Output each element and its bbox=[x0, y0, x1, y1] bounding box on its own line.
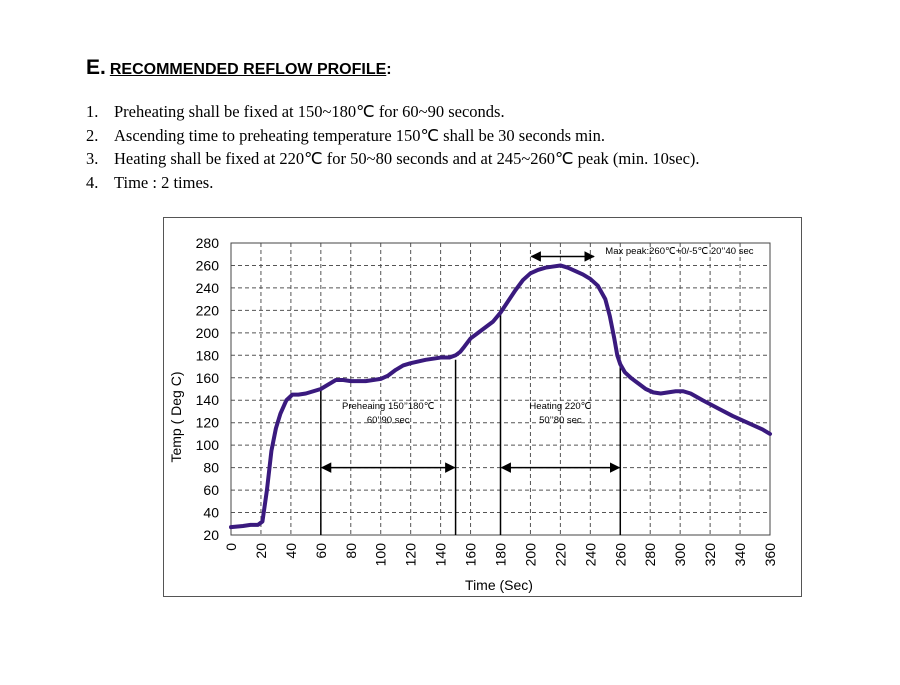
arrow-layer bbox=[320, 251, 621, 473]
x-tick-label: 220 bbox=[552, 543, 568, 567]
x-tick-label: 160 bbox=[463, 543, 479, 567]
section-heading: E. RECOMMENDED REFLOW PROFILE: bbox=[86, 56, 392, 80]
section-colon: : bbox=[386, 61, 392, 78]
x-tick-label: 80 bbox=[343, 543, 359, 559]
annotation-text: Heating 220℃ bbox=[529, 401, 591, 412]
x-tick-label: 300 bbox=[672, 543, 688, 567]
annotation-text: Preheaing 150’’180℃ bbox=[342, 401, 435, 412]
chart-frame: 20 40 60 80 100 120 140 160 180 200 220 240 260 280 0 2… bbox=[163, 217, 802, 597]
requirement-item: 4. Time : 2 times. bbox=[86, 171, 700, 195]
marker-layer bbox=[320, 312, 622, 535]
requirement-item: 2. Ascending time to preheating temperatu… bbox=[86, 124, 700, 148]
annotation-text: 60’’90 sec bbox=[367, 415, 410, 426]
x-tick-label: 180 bbox=[493, 543, 509, 567]
requirement-number: 3. bbox=[86, 149, 99, 168]
series-layer bbox=[229, 263, 772, 530]
section-title: RECOMMENDED REFLOW PROFILE bbox=[109, 61, 387, 78]
requirement-number: 1. bbox=[86, 102, 99, 121]
annotation-text: Max peak:260℃+0/-5℃ 20’’40 sec bbox=[605, 246, 753, 257]
x-tick-label: 280 bbox=[642, 543, 658, 567]
requirement-text: Heating shall be fixed at 220℃ for 50~80… bbox=[114, 149, 700, 168]
x-tick-label: 360 bbox=[762, 543, 778, 567]
y-tick-label: 80 bbox=[203, 460, 219, 476]
requirement-text: Ascending time to preheating temperature… bbox=[114, 125, 605, 145]
x-tick-label: 100 bbox=[373, 543, 389, 567]
annotation-text: 50’’80 sec bbox=[539, 415, 582, 426]
y-tick-label: 140 bbox=[196, 392, 220, 408]
x-tick-label: 340 bbox=[732, 543, 748, 567]
requirement-text: Time : 2 times. bbox=[114, 172, 214, 192]
x-axis-label: Time (Sec) bbox=[465, 577, 533, 593]
y-tick-label: 120 bbox=[196, 415, 220, 431]
x-tick-label: 0 bbox=[223, 543, 239, 551]
annotation-layer: Preheaing 150’’180℃ 60’’90 sec Heating 220… bbox=[342, 246, 754, 426]
y-tick-label: 280 bbox=[196, 235, 220, 251]
x-tick-label: 60 bbox=[313, 543, 329, 559]
y-tick-label: 240 bbox=[196, 280, 220, 296]
x-tick-label: 320 bbox=[702, 543, 718, 567]
y-tick-label: 180 bbox=[196, 347, 220, 363]
requirement-text: Preheating shall be fixed at 150~180℃ fo… bbox=[114, 102, 505, 121]
requirement-number: 4. bbox=[86, 172, 99, 192]
y-tick-label: 220 bbox=[196, 302, 220, 318]
x-tick-label: 260 bbox=[612, 543, 628, 567]
y-axis-label: Temp ( Deg C) bbox=[168, 371, 184, 462]
x-tick-label: 240 bbox=[582, 543, 598, 567]
x-tick-label: 200 bbox=[522, 543, 538, 567]
section-letter: E. bbox=[86, 56, 106, 79]
requirement-item: 1. Preheating shall be fixed at 150~180℃ … bbox=[86, 100, 700, 124]
y-tick-label: 200 bbox=[196, 325, 220, 341]
requirement-number: 2. bbox=[86, 125, 99, 145]
x-tick-label: 40 bbox=[283, 543, 299, 559]
requirements-list: 1. Preheating shall be fixed at 150~180℃ … bbox=[86, 100, 700, 194]
y-tick-label: 40 bbox=[203, 505, 219, 521]
x-tick-label: 140 bbox=[433, 543, 449, 567]
y-tick-label: 100 bbox=[196, 437, 220, 453]
y-tick-label: 260 bbox=[196, 257, 220, 273]
x-tick-label: 120 bbox=[403, 543, 419, 567]
y-tick-label: 160 bbox=[196, 370, 220, 386]
y-tick-label: 60 bbox=[203, 482, 219, 498]
temperature-profile-line bbox=[229, 263, 772, 530]
requirement-item: 3. Heating shall be fixed at 220℃ for 50~… bbox=[86, 147, 700, 171]
x-tick-label: 20 bbox=[253, 543, 269, 559]
y-tick-label: 20 bbox=[203, 527, 219, 543]
